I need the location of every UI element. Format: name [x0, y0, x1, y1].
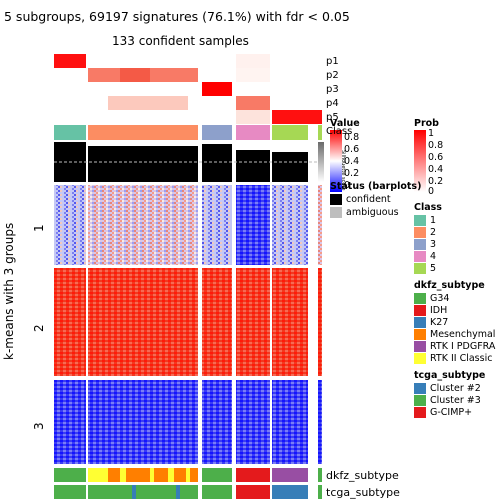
class-swatch-5 [414, 263, 426, 274]
tcga-swatch-cluster3 [414, 395, 426, 406]
prob-tick: 0.4 [428, 164, 444, 175]
row-label-tcga: tcga_subtype [326, 486, 400, 499]
value-tick: 0.8 [344, 132, 360, 143]
silhouette-legend-bar [318, 142, 324, 182]
row-label-p1: p1 [326, 56, 339, 67]
dkfz-swatch-k27 [414, 317, 426, 328]
heatmap-group-3 [54, 380, 322, 464]
row-group-3: 3 [32, 422, 46, 430]
row-label-dkfz: dkfz_subtype [326, 469, 399, 482]
dkfz-swatch-rtk1 [414, 341, 426, 352]
status-legend-title: Status (barplots) [330, 181, 422, 192]
prob-legend-bar [414, 130, 426, 192]
dkfz-row [54, 468, 322, 482]
heatmap-group-2 [54, 268, 322, 376]
class-label: 1 [430, 215, 437, 226]
value-legend-bar [330, 130, 342, 192]
value-legend-title: Value [330, 118, 360, 129]
dkfz-label: RTK I PDGFRA [430, 341, 496, 352]
value-tick: 0.4 [344, 156, 360, 167]
class-swatch-2 [414, 227, 426, 238]
row-group-1: 1 [32, 224, 46, 232]
class-label: 5 [430, 263, 437, 274]
status-swatch-confident [330, 194, 342, 205]
row-label-p3: p3 [326, 84, 339, 95]
dkfz-swatch-rtk2 [414, 353, 426, 364]
plot-title: 5 subgroups, 69197 signatures (76.1%) wi… [4, 9, 350, 24]
silhouette-barplot [54, 142, 322, 182]
value-tick: 0 [344, 180, 351, 191]
dkfz-label: IDH [430, 305, 448, 316]
tcga-legend-title: tcga_subtype [414, 370, 486, 381]
class-row [54, 125, 322, 140]
tcga-swatch-cluster2 [414, 383, 426, 394]
tcga-swatch-gcimp [414, 407, 426, 418]
dkfz-label: G34 [430, 293, 450, 304]
dkfz-swatch-idh [414, 305, 426, 316]
class-legend-title: Class [414, 202, 442, 213]
heatmap-group-1 [54, 185, 322, 265]
class-swatch-4 [414, 251, 426, 262]
class-label: 3 [430, 239, 437, 250]
class-label: 4 [430, 251, 437, 262]
prob-tick: 0 [428, 186, 435, 197]
dkfz-swatch-g34 [414, 293, 426, 304]
status-swatch-ambiguous [330, 207, 342, 218]
row-group-2: 2 [32, 324, 46, 332]
prob-tick: 1 [428, 128, 435, 139]
tcga-label: Cluster #3 [430, 395, 481, 406]
row-label-class: Class [326, 126, 353, 137]
status-label-confident: confident [346, 194, 391, 205]
row-label-p5: p5 [326, 112, 339, 123]
prob-tick: 0.2 [428, 176, 444, 187]
class-label: 2 [430, 227, 437, 238]
value-tick: 0.6 [344, 144, 360, 155]
dkfz-label: K27 [430, 317, 449, 328]
dkfz-swatch-mesenchymal [414, 329, 426, 340]
status-label-ambiguous: ambiguous [346, 207, 399, 218]
prob-legend-title: Prob [414, 118, 439, 129]
class-swatch-1 [414, 215, 426, 226]
prob-tick: 0.8 [428, 140, 444, 151]
row-label-p2: p2 [326, 70, 339, 81]
row-label-p4: p4 [326, 98, 339, 109]
dkfz-label: RTK II Classic [430, 353, 493, 364]
tcga-label: Cluster #2 [430, 383, 481, 394]
plot-subtitle: 133 confident samples [112, 34, 249, 48]
prob-tick: 0.6 [428, 152, 444, 163]
value-tick: 0.2 [344, 168, 360, 179]
prob-rows [54, 54, 322, 124]
tcga-row [54, 485, 322, 499]
dkfz-legend-title: dkfz_subtype [414, 280, 485, 291]
class-swatch-3 [414, 239, 426, 250]
tcga-label: G-CIMP+ [430, 407, 473, 418]
dkfz-label: Mesenchymal [430, 329, 496, 340]
